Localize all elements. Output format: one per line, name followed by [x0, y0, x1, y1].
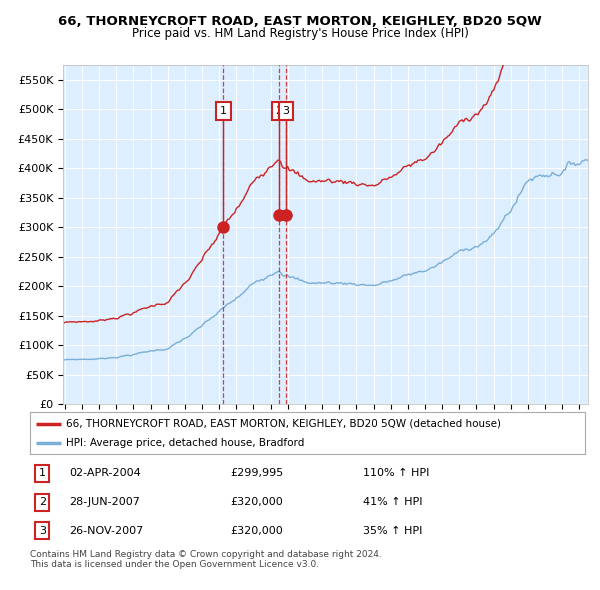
Text: £320,000: £320,000 [230, 526, 283, 536]
Text: £320,000: £320,000 [230, 497, 283, 507]
Text: 2: 2 [38, 497, 46, 507]
Text: 3: 3 [283, 106, 290, 116]
Text: 66, THORNEYCROFT ROAD, EAST MORTON, KEIGHLEY, BD20 5QW: 66, THORNEYCROFT ROAD, EAST MORTON, KEIG… [58, 15, 542, 28]
Text: Contains HM Land Registry data © Crown copyright and database right 2024.
This d: Contains HM Land Registry data © Crown c… [30, 550, 382, 569]
Text: 66, THORNEYCROFT ROAD, EAST MORTON, KEIGHLEY, BD20 5QW (detached house): 66, THORNEYCROFT ROAD, EAST MORTON, KEIG… [66, 419, 501, 429]
Text: 3: 3 [39, 526, 46, 536]
Text: £299,995: £299,995 [230, 468, 283, 478]
Text: HPI: Average price, detached house, Bradford: HPI: Average price, detached house, Brad… [66, 438, 304, 448]
Text: 35% ↑ HPI: 35% ↑ HPI [363, 526, 422, 536]
Text: 26-NOV-2007: 26-NOV-2007 [69, 526, 143, 536]
Text: 2: 2 [275, 106, 283, 116]
Text: 28-JUN-2007: 28-JUN-2007 [69, 497, 140, 507]
Text: 110% ↑ HPI: 110% ↑ HPI [363, 468, 430, 478]
Text: Price paid vs. HM Land Registry's House Price Index (HPI): Price paid vs. HM Land Registry's House … [131, 27, 469, 40]
Text: 02-APR-2004: 02-APR-2004 [69, 468, 140, 478]
Text: 1: 1 [220, 106, 227, 116]
Text: 1: 1 [39, 468, 46, 478]
Text: 41% ↑ HPI: 41% ↑ HPI [363, 497, 422, 507]
